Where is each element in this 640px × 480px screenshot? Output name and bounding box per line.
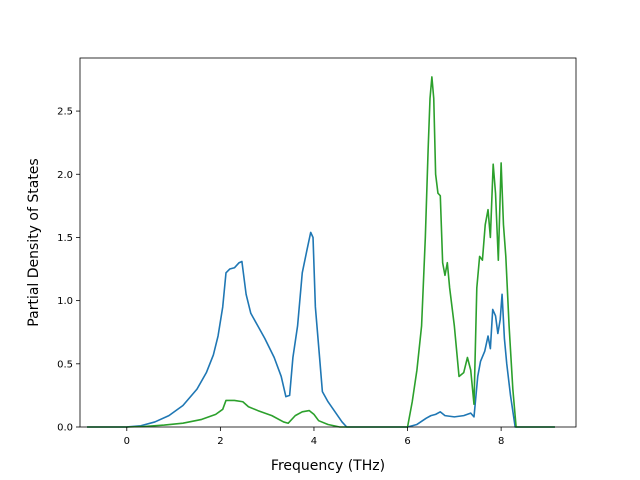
y-tick-label: 1.5	[57, 233, 73, 244]
y-tick-label: 2.5	[57, 107, 73, 118]
x-tick-label: 8	[498, 436, 504, 447]
x-axis-ticks: 0 2 4 6 8	[124, 427, 504, 447]
series-layer	[87, 76, 555, 428]
y-tick-label: 0.5	[57, 359, 73, 370]
x-tick-label: 4	[311, 436, 317, 447]
series-line-1	[87, 231, 555, 428]
x-tick-label: 2	[217, 436, 223, 447]
x-tick-label: 0	[124, 436, 130, 447]
series-line-2	[87, 76, 555, 428]
y-axis-label: Partial Density of States	[26, 158, 42, 326]
x-axis-label: Frequency (THz)	[271, 458, 385, 474]
y-tick-label: 1.0	[57, 296, 73, 307]
x-tick-label: 6	[404, 436, 410, 447]
y-axis-ticks: 0.0 0.5 1.0 1.5 2.0 2.5	[57, 107, 80, 434]
y-tick-label: 0.0	[57, 423, 73, 434]
axes-frame	[79, 57, 577, 428]
y-tick-label: 2.0	[57, 170, 73, 181]
